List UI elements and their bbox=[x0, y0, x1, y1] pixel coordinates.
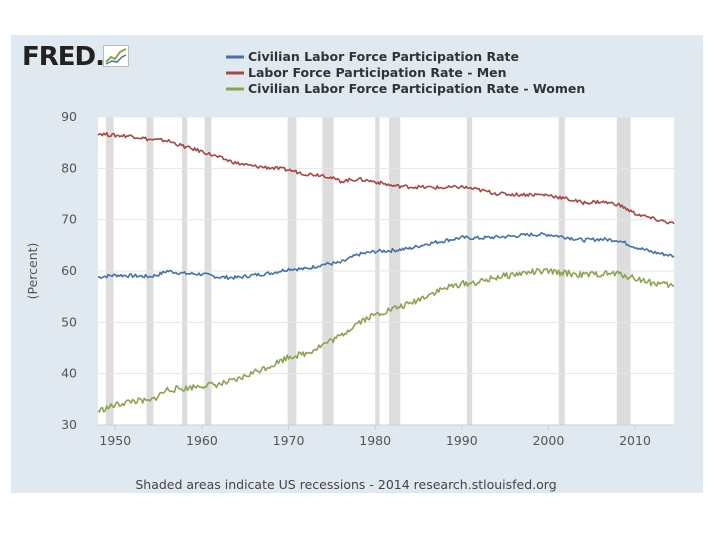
fred-graph-icon bbox=[103, 45, 129, 67]
x-tick-label-1960: 1960 bbox=[186, 433, 218, 448]
x-tick-label-2000: 2000 bbox=[532, 433, 564, 448]
x-tick-label-2010: 2010 bbox=[619, 433, 651, 448]
y-tick-label-70: 70 bbox=[61, 212, 77, 227]
fred-logo-text: FRED bbox=[22, 42, 96, 72]
y-tick-label-40: 40 bbox=[61, 366, 77, 381]
fred-logo-dot: . bbox=[95, 42, 105, 72]
y-tick-label-80: 80 bbox=[61, 160, 77, 175]
legend: Civilian Labor Force Participation Rate … bbox=[226, 49, 585, 96]
y-tick-label-30: 30 bbox=[61, 417, 77, 432]
legend-label-men: Labor Force Participation Rate - Men bbox=[248, 65, 507, 80]
legend-label-women: Civilian Labor Force Participation Rate … bbox=[248, 81, 585, 96]
footer-note: Shaded areas indicate US recessions - 20… bbox=[135, 477, 556, 492]
x-tick-label-1980: 1980 bbox=[359, 433, 391, 448]
y-axis-label: (Percent) bbox=[25, 243, 40, 300]
x-tick-label-1990: 1990 bbox=[446, 433, 478, 448]
y-tick-label-60: 60 bbox=[61, 263, 77, 278]
y-axis: 30 40 50 60 70 80 90 bbox=[61, 109, 77, 432]
series-line-men bbox=[97, 132, 675, 225]
legend-label-total: Civilian Labor Force Participation Rate bbox=[248, 49, 519, 64]
x-axis: 1950 1960 1970 1980 1990 2000 2010 bbox=[98, 424, 674, 448]
y-tick-label-90: 90 bbox=[61, 109, 77, 124]
series-line-total bbox=[97, 232, 675, 281]
x-tick-label-1950: 1950 bbox=[99, 433, 131, 448]
series-line-women bbox=[97, 268, 674, 413]
x-tick-label-1970: 1970 bbox=[273, 433, 305, 448]
y-tick-label-50: 50 bbox=[61, 314, 77, 329]
fred-logo[interactable]: FRED. bbox=[22, 42, 105, 72]
series-lines bbox=[97, 132, 675, 413]
